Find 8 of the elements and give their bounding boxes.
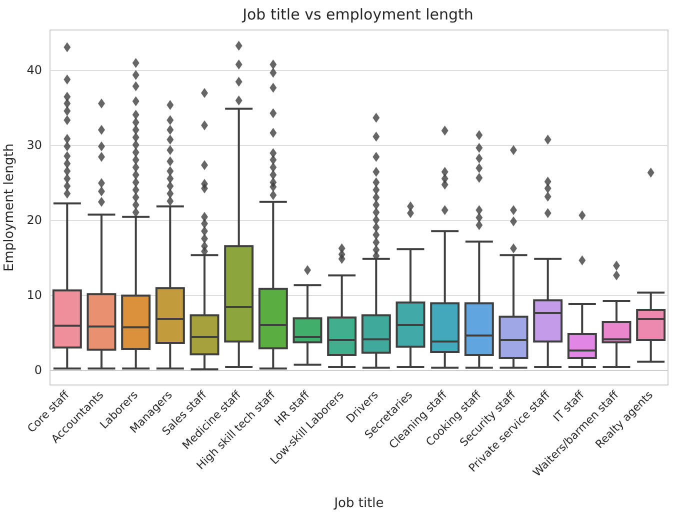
y-tick-label: 10: [26, 288, 42, 302]
x-axis-title: Job title: [333, 496, 384, 511]
y-tick-label: 0: [34, 362, 42, 377]
chart-title: Job title vs employment length: [242, 6, 474, 24]
y-axis-title: Employment length: [2, 144, 17, 272]
y-tick-label: 40: [26, 62, 42, 77]
y-tick-label: 30: [26, 138, 42, 152]
y-tick-label: 20: [26, 212, 42, 227]
